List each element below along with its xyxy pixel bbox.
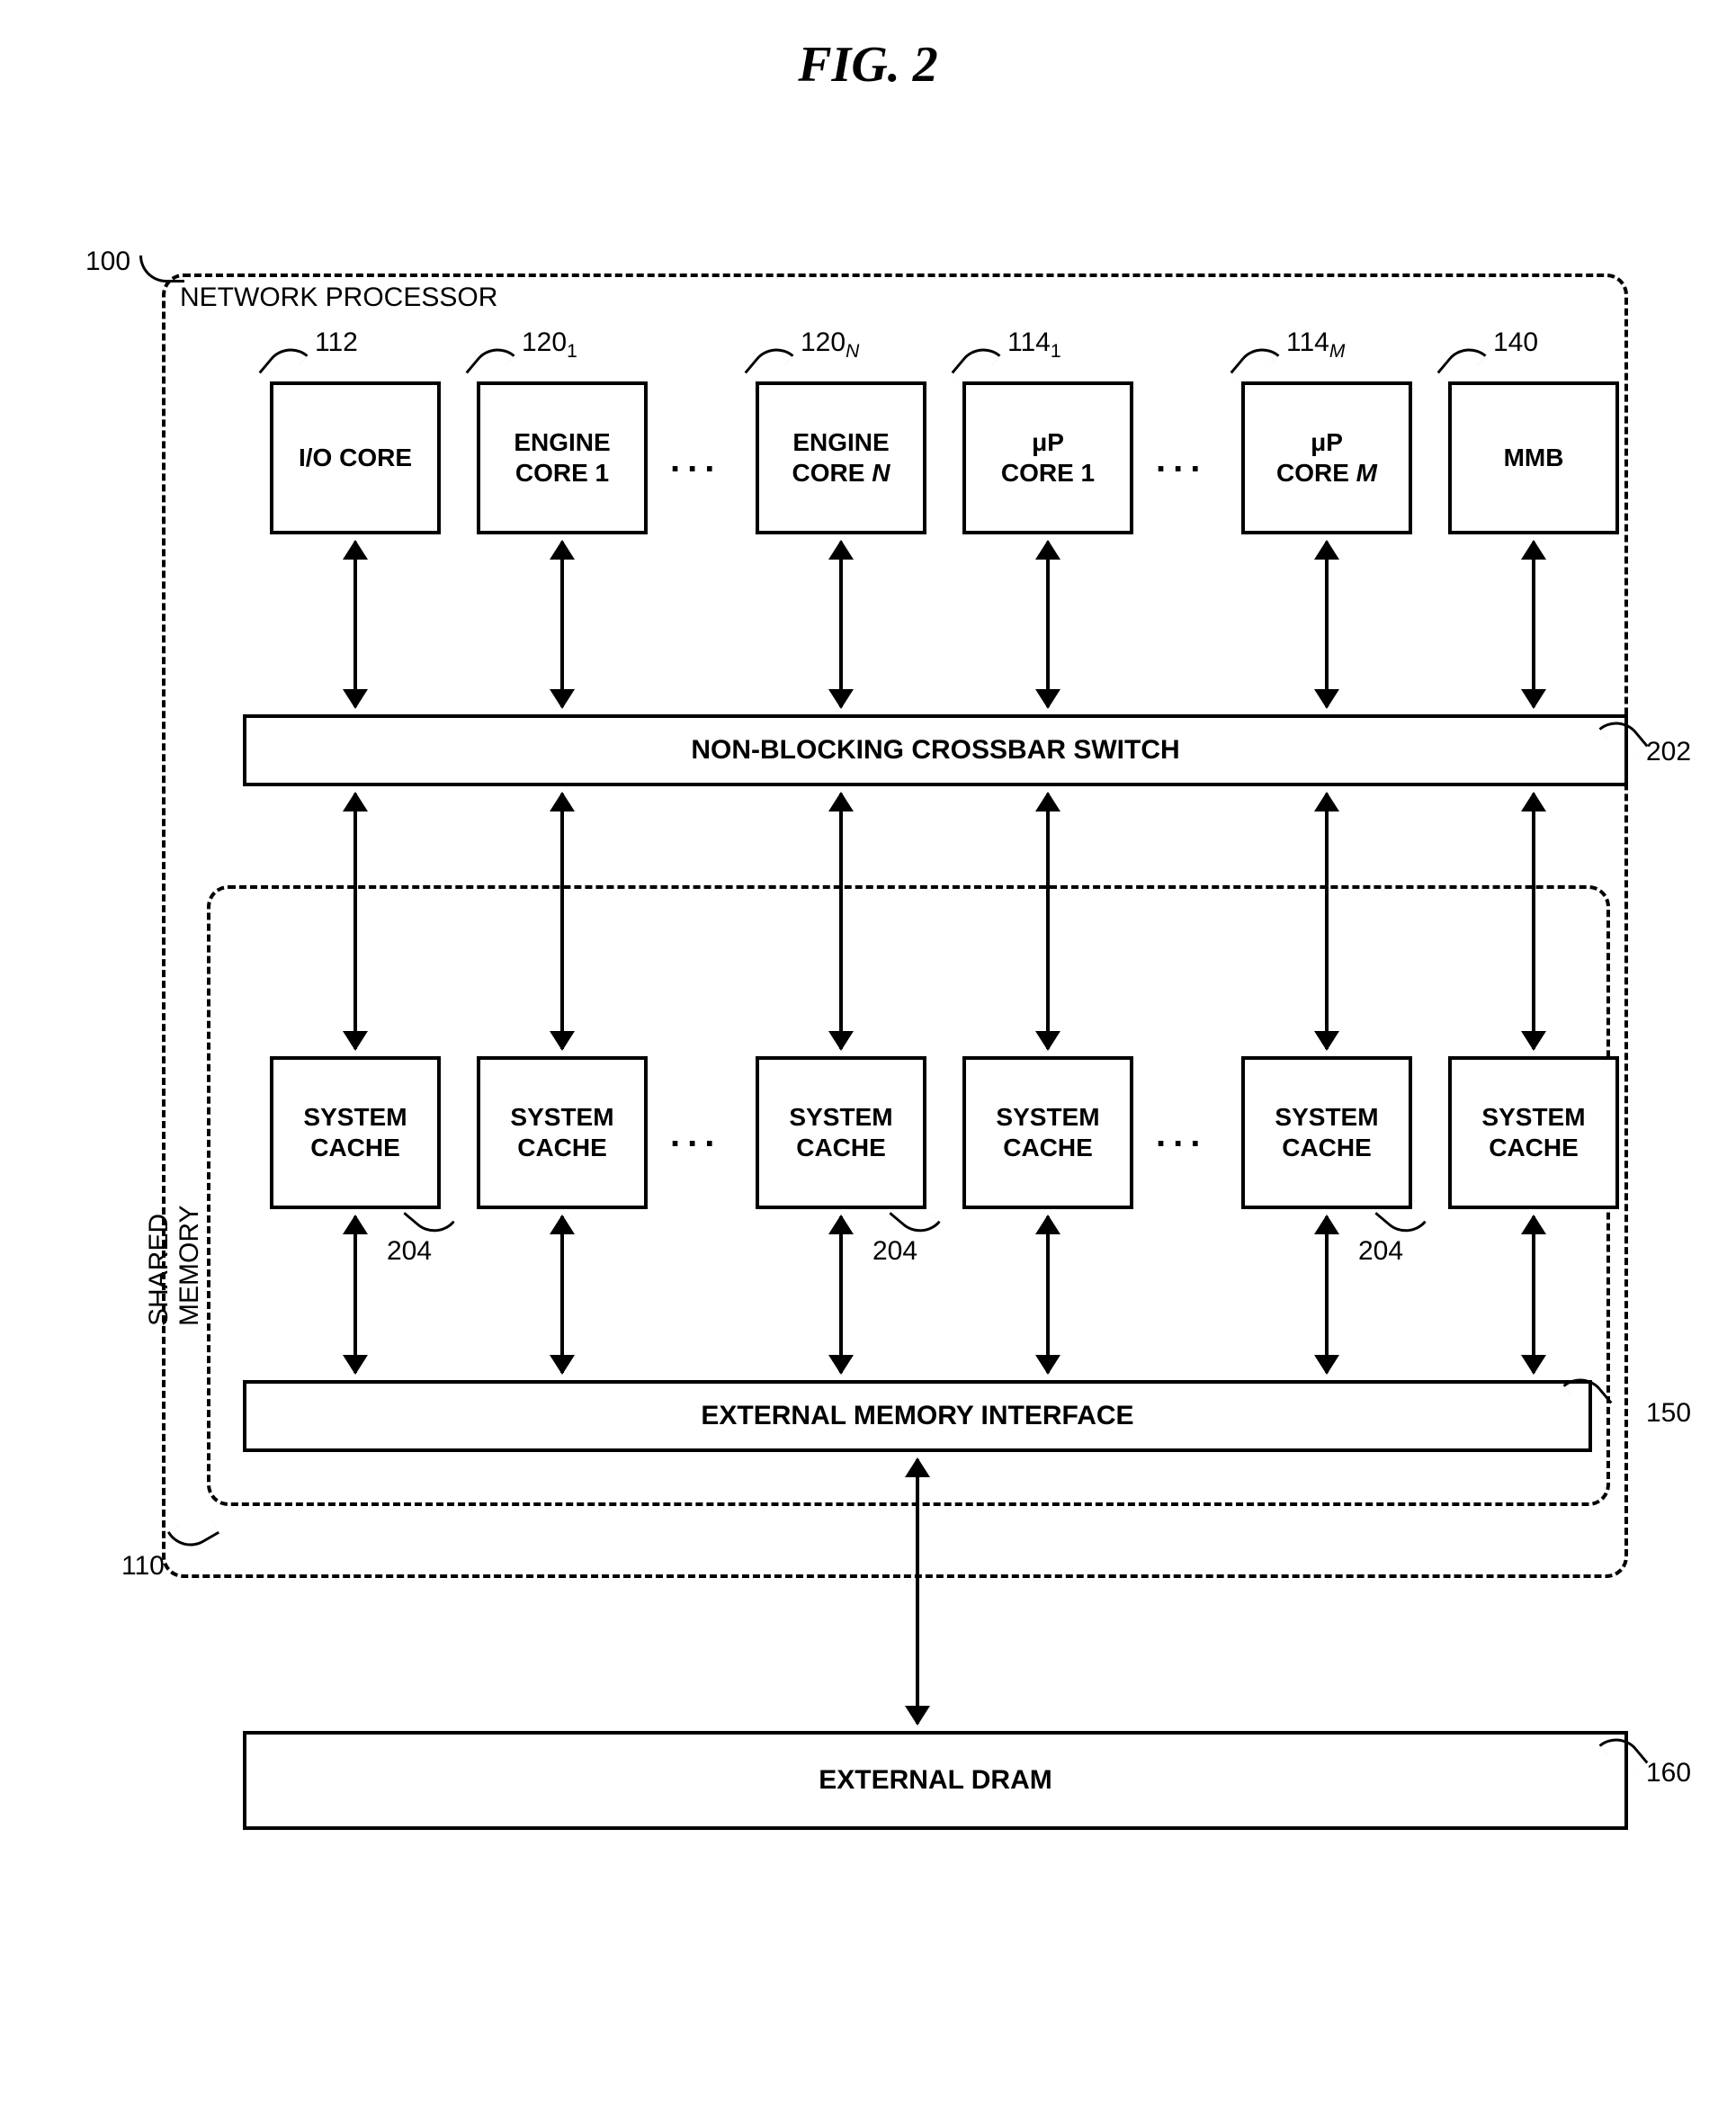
mmb-text: MMB bbox=[1504, 443, 1564, 473]
network-processor-ref: 100 bbox=[85, 247, 130, 277]
upm-text: μP CORE M bbox=[1276, 427, 1377, 488]
cache-ref-1: 204 bbox=[387, 1236, 432, 1267]
engine-core-1-box: ENGINE CORE 1 bbox=[477, 381, 648, 534]
emi-ref: 150 bbox=[1646, 1398, 1691, 1429]
arrow-e1-cb bbox=[560, 542, 564, 707]
up-core-m-box: μP CORE M bbox=[1241, 381, 1412, 534]
arrow-mmb-cb bbox=[1532, 542, 1535, 707]
curve-np bbox=[139, 256, 184, 282]
dots-cache-b: ... bbox=[1156, 1115, 1207, 1155]
emi-text: EXTERNAL MEMORY INTERFACE bbox=[701, 1400, 1133, 1432]
cache-ref-3: 204 bbox=[872, 1236, 917, 1267]
dots-up: ... bbox=[1156, 440, 1207, 480]
io-core-box: I/O CORE bbox=[270, 381, 441, 534]
io-core-ref: 112 bbox=[315, 327, 358, 358]
arrow-cb-c3 bbox=[839, 794, 843, 1049]
crossbar-box: NON-BLOCKING CROSSBAR SWITCH bbox=[243, 714, 1628, 786]
mmb-box: MMB bbox=[1448, 381, 1619, 534]
up-core-1-box: μP CORE 1 bbox=[962, 381, 1133, 534]
up1-text: μP CORE 1 bbox=[1001, 427, 1095, 488]
dram-ref: 160 bbox=[1646, 1758, 1691, 1789]
engine-n-text: ENGINE CORE N bbox=[792, 427, 890, 488]
shared-memory-label: SHARED MEMORY bbox=[144, 1101, 205, 1326]
arrow-c6-emi bbox=[1532, 1216, 1535, 1373]
system-cache-5: SYSTEM CACHE bbox=[1241, 1056, 1412, 1209]
shared-ref: 110 bbox=[121, 1551, 165, 1582]
arrow-um-cb bbox=[1325, 542, 1329, 707]
network-processor-label: NETWORK PROCESSOR bbox=[180, 282, 497, 313]
engine-core-n-box: ENGINE CORE N bbox=[756, 381, 926, 534]
arrow-c3-emi bbox=[839, 1216, 843, 1373]
figure-title: FIG. 2 bbox=[36, 36, 1700, 94]
engine-n-ref: 120N bbox=[801, 327, 859, 363]
system-cache-4: SYSTEM CACHE bbox=[962, 1056, 1133, 1209]
crossbar-ref: 202 bbox=[1646, 737, 1691, 767]
arrow-cb-c2 bbox=[560, 794, 564, 1049]
crossbar-text: NON-BLOCKING CROSSBAR SWITCH bbox=[691, 734, 1179, 767]
engine-1-text: ENGINE CORE 1 bbox=[480, 427, 644, 488]
arrow-io-cb bbox=[353, 542, 357, 707]
system-cache-3: SYSTEM CACHE bbox=[756, 1056, 926, 1209]
arrow-c5-emi bbox=[1325, 1216, 1329, 1373]
arrow-cb-c5 bbox=[1325, 794, 1329, 1049]
up1-ref: 1141 bbox=[1007, 327, 1061, 363]
io-core-text: I/O CORE bbox=[299, 443, 412, 473]
arrow-u1-cb bbox=[1046, 542, 1050, 707]
dram-text: EXTERNAL DRAM bbox=[819, 1764, 1051, 1797]
system-cache-1: SYSTEM CACHE bbox=[270, 1056, 441, 1209]
arrow-cb-c4 bbox=[1046, 794, 1050, 1049]
arrow-c4-emi bbox=[1046, 1216, 1050, 1373]
engine-1-ref: 1201 bbox=[522, 327, 577, 363]
diagram-root: NETWORK PROCESSOR 100 I/O CORE 112 ENGIN… bbox=[36, 121, 1700, 2010]
arrow-en-cb bbox=[839, 542, 843, 707]
emi-box: EXTERNAL MEMORY INTERFACE bbox=[243, 1380, 1592, 1452]
arrow-cb-c6 bbox=[1532, 794, 1535, 1049]
arrow-c1-emi bbox=[353, 1216, 357, 1373]
system-cache-2: SYSTEM CACHE bbox=[477, 1056, 648, 1209]
dram-box: EXTERNAL DRAM bbox=[243, 1731, 1628, 1830]
cache-ref-5: 204 bbox=[1358, 1236, 1403, 1267]
mmb-ref: 140 bbox=[1493, 327, 1538, 358]
dots-engine: ... bbox=[670, 440, 721, 480]
system-cache-6: SYSTEM CACHE bbox=[1448, 1056, 1619, 1209]
arrow-c2-emi bbox=[560, 1216, 564, 1373]
arrow-cb-c1 bbox=[353, 794, 357, 1049]
dots-cache-a: ... bbox=[670, 1115, 721, 1155]
arrow-emi-dram bbox=[916, 1459, 919, 1724]
upm-ref: 114M bbox=[1286, 327, 1345, 363]
